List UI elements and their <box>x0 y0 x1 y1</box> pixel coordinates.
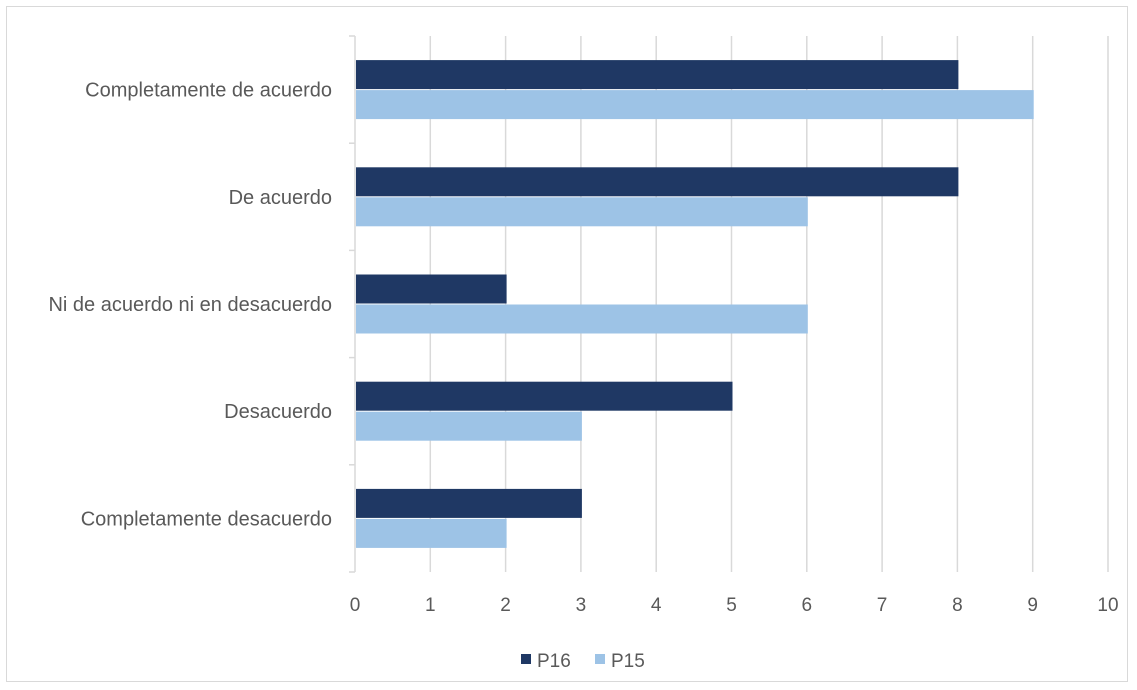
legend: P16 P15 <box>521 651 645 672</box>
x-tick-label: 2 <box>500 595 511 616</box>
gridlines <box>429 36 1109 572</box>
x-tick-label: 9 <box>1027 595 1038 616</box>
legend-swatch-p16 <box>521 654 531 664</box>
category-label: Completamente de acuerdo <box>85 80 332 102</box>
bar-p16 <box>356 167 959 197</box>
category-label: Ni de acuerdo ni en desacuerdo <box>48 294 332 316</box>
category-label: De acuerdo <box>229 187 332 209</box>
bar-p16 <box>356 274 507 304</box>
bar-p15 <box>356 197 808 227</box>
bar-p15 <box>356 518 507 548</box>
category-axis-ticks <box>349 35 355 573</box>
category-label: Completamente desacuerdo <box>81 508 332 530</box>
legend-swatch-p15 <box>595 654 605 664</box>
x-tick-label: 4 <box>651 595 662 616</box>
bar-p15 <box>356 304 808 334</box>
bar-p16 <box>356 60 959 90</box>
x-tick-label: 7 <box>877 595 888 616</box>
x-tick-label: 5 <box>726 595 737 616</box>
bar-p15 <box>356 411 582 441</box>
x-axis-tick-labels: 0 1 2 3 4 5 6 7 8 9 10 <box>350 595 1119 616</box>
bar-p15 <box>356 90 1034 120</box>
x-tick-label: 10 <box>1097 595 1118 616</box>
bars <box>356 60 1034 548</box>
legend-label-p16: P16 <box>537 651 571 672</box>
x-tick-label: 1 <box>425 595 436 616</box>
x-tick-label: 8 <box>952 595 963 616</box>
category-labels: Completamente de acuerdo De acuerdo Ni de … <box>48 80 332 531</box>
bar-p16 <box>356 488 582 518</box>
x-tick-label: 3 <box>576 595 587 616</box>
legend-label-p15: P15 <box>611 651 645 672</box>
category-label: Desacuerdo <box>224 401 332 423</box>
x-tick-label: 0 <box>350 595 361 616</box>
x-tick-label: 6 <box>802 595 813 616</box>
bar-p16 <box>356 381 733 411</box>
